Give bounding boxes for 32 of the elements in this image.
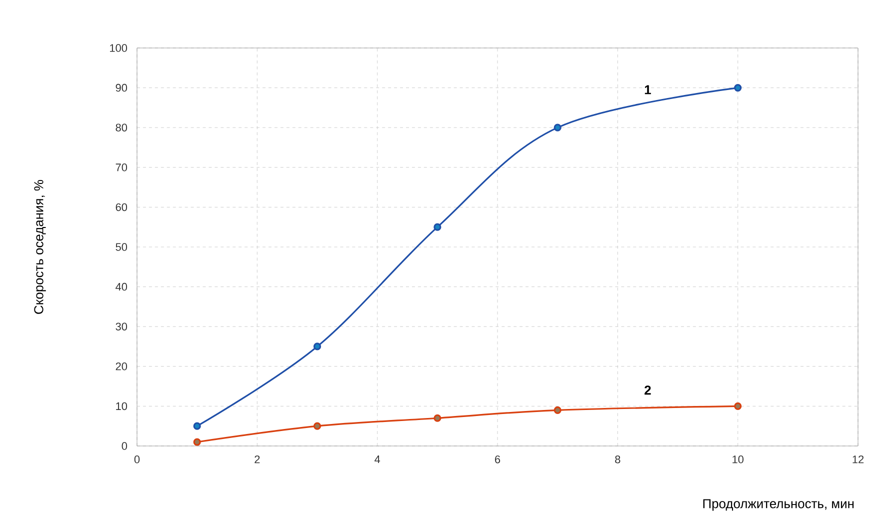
- point: [554, 406, 562, 414]
- point: [434, 414, 442, 422]
- point: [434, 223, 442, 231]
- point: [193, 422, 201, 430]
- x-tick-label: 12: [852, 456, 864, 464]
- x-axis-title: Продолжительность, мин: [703, 499, 854, 511]
- series-label: 2: [644, 386, 651, 395]
- x-tick-label: 6: [495, 456, 500, 464]
- y-tick-label: 50: [116, 243, 128, 251]
- point: [734, 402, 742, 410]
- y-tick-label: 80: [116, 124, 128, 132]
- y-tick-label: 30: [116, 322, 128, 330]
- y-tick-label: 0: [122, 442, 128, 450]
- y-axis-title: Скорость оседания, %: [34, 180, 46, 314]
- x-tick-label: 10: [732, 456, 744, 464]
- y-tick-label: 100: [110, 44, 128, 52]
- y-tick-label: 40: [116, 282, 128, 291]
- x-tick-label: 2: [254, 456, 260, 464]
- x-tick-label: 0: [134, 456, 140, 464]
- point: [554, 124, 562, 132]
- point: [193, 438, 201, 446]
- y-tick-label: 70: [116, 164, 128, 172]
- point: [313, 422, 322, 430]
- y-tick-label: 20: [116, 362, 128, 370]
- point: [313, 342, 322, 350]
- series-label: 1: [644, 85, 651, 94]
- y-tick-label: 10: [116, 402, 128, 410]
- point: [734, 84, 742, 92]
- y-tick-label: 90: [116, 84, 128, 92]
- x-tick-label: 8: [615, 456, 620, 464]
- x-tick-label: 4: [374, 456, 380, 464]
- y-tick-label: 60: [116, 203, 128, 212]
